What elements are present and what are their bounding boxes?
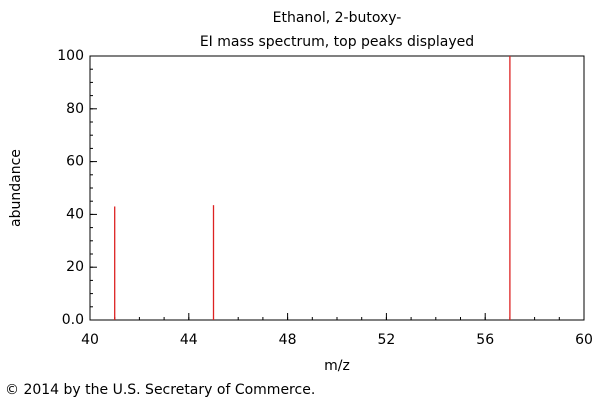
y-tick-label: 40 [66, 206, 84, 222]
x-tick-label: 56 [476, 332, 494, 348]
x-tick-label: 44 [180, 332, 198, 348]
x-tick-label: 40 [81, 332, 99, 348]
footer: © 2014 by the U.S. Secretary of Commerce… [5, 382, 315, 398]
y-tick-label: 100 [57, 48, 84, 64]
chart-subtitle: EI mass spectrum, top peaks displayed [200, 34, 474, 50]
chart-title: Ethanol, 2-butoxy- [273, 10, 402, 26]
x-axis-label: m/z [324, 358, 350, 374]
x-tick-label: 48 [279, 332, 297, 348]
y-axis-label: abundance [8, 149, 24, 227]
y-tick-label: 80 [66, 101, 84, 117]
y-tick-label: 0.0 [62, 312, 84, 328]
y-tick-label: 20 [66, 259, 84, 275]
x-tick-label: 60 [575, 332, 593, 348]
y-tick-label: 60 [66, 154, 84, 170]
x-tick-label: 52 [377, 332, 395, 348]
